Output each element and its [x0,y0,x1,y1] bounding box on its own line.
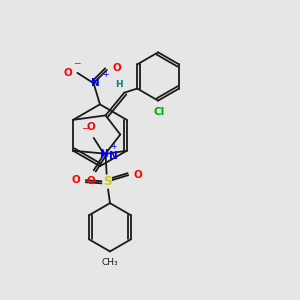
Text: O: O [86,122,95,132]
Text: CH₃: CH₃ [102,258,118,267]
Text: O: O [134,170,142,180]
Text: N: N [100,149,108,159]
Text: N: N [91,78,99,88]
Text: S: S [103,175,111,188]
Text: H: H [115,80,123,89]
Text: Cl: Cl [154,107,165,117]
Text: O: O [72,175,80,185]
Text: O: O [86,176,95,186]
Text: N: N [109,151,117,161]
Text: −: − [80,124,88,133]
Text: +: + [102,70,108,79]
Text: +: + [110,142,117,151]
Text: O: O [112,64,121,74]
Text: −: − [73,58,81,68]
Text: O: O [63,68,72,78]
